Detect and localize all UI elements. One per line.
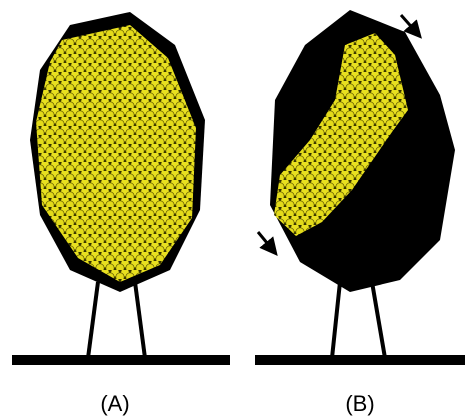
panel-b: (B) bbox=[255, 10, 465, 416]
panel-label: (B) bbox=[345, 391, 374, 416]
leg bbox=[88, 282, 98, 358]
arrow bbox=[258, 232, 272, 249]
base bbox=[12, 355, 230, 365]
leg bbox=[372, 282, 385, 358]
figure: (A) (B) bbox=[0, 0, 467, 419]
leg bbox=[332, 282, 340, 358]
panel-a: (A) bbox=[12, 12, 230, 416]
leg bbox=[135, 282, 145, 358]
arrow bbox=[401, 15, 416, 32]
base bbox=[255, 355, 465, 365]
panel-label: (A) bbox=[100, 391, 129, 416]
